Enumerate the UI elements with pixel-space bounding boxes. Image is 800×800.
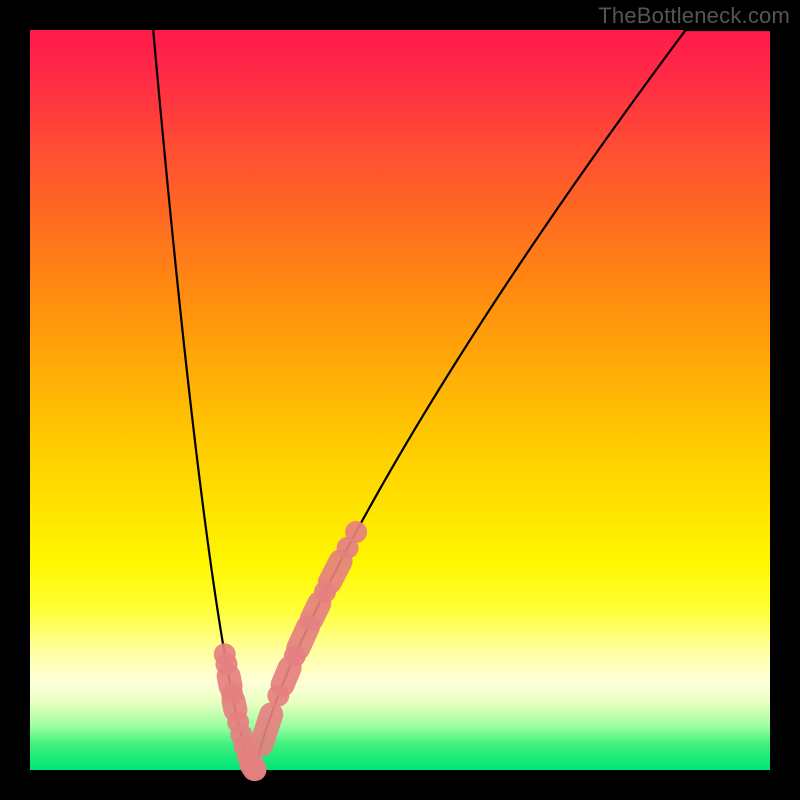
plot-area <box>30 30 770 770</box>
marker-bridge <box>261 714 271 744</box>
chart-container: TheBottleneck.com <box>0 0 800 800</box>
marker-bridge <box>312 603 320 619</box>
watermark-text: TheBottleneck.com <box>598 3 790 29</box>
marker-bridge <box>330 561 341 582</box>
chart-svg <box>0 0 800 800</box>
marker-bridge <box>298 627 308 649</box>
marker-dot <box>245 759 267 781</box>
marker-bridge <box>283 668 290 685</box>
marker-bridge <box>234 701 236 710</box>
marker-dot <box>345 521 367 543</box>
